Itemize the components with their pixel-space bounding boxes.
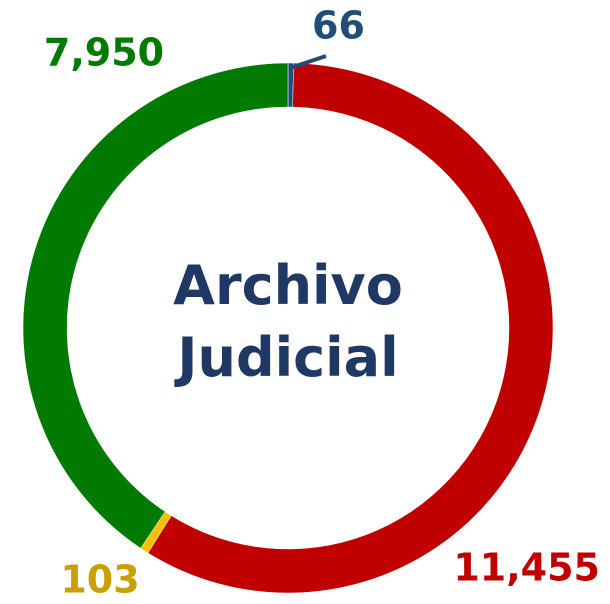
donut-segment	[147, 62, 554, 594]
donut-segment	[22, 62, 289, 549]
data-label: 11,455	[453, 546, 600, 590]
data-label: 103	[60, 558, 139, 602]
chart-title: Archivo Judicial	[173, 254, 403, 389]
leader-line	[289, 54, 327, 70]
data-label: 7,950	[44, 31, 164, 75]
data-label: 66	[312, 4, 365, 48]
